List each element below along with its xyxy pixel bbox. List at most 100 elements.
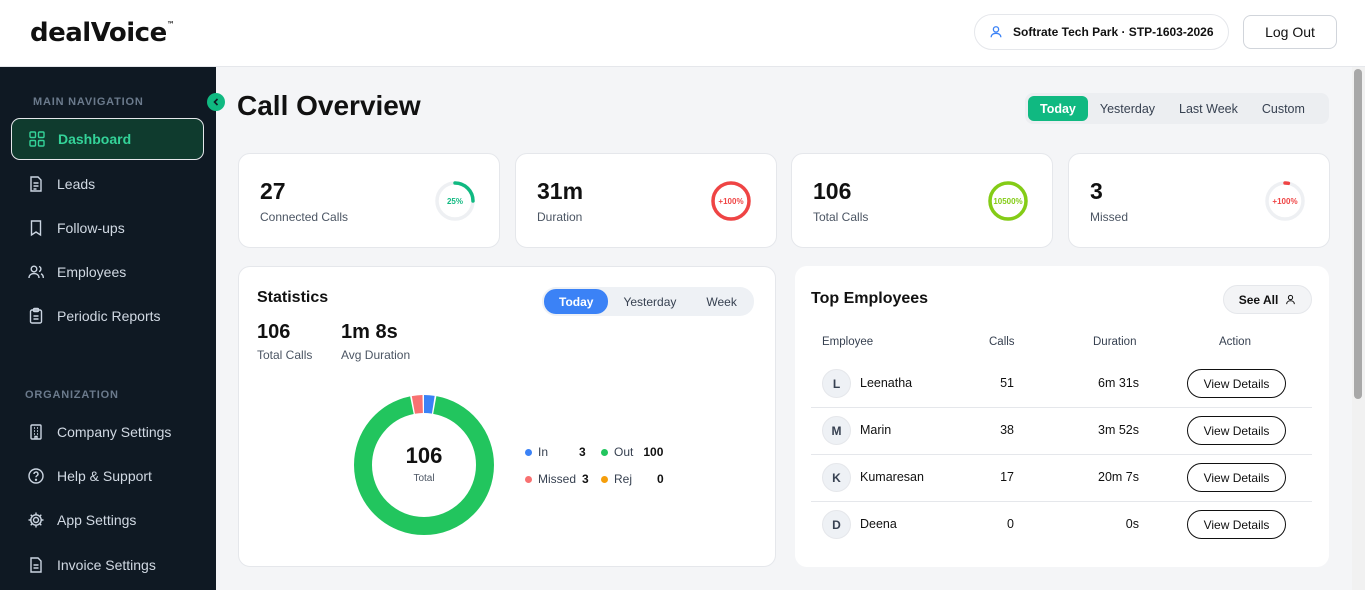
progress-ring: +100%	[1265, 181, 1305, 221]
sidebar-item-label: Invoice Settings	[57, 557, 156, 573]
see-all-button[interactable]: See All	[1223, 285, 1312, 314]
stat-value: 106	[813, 178, 852, 204]
stat-label: Duration	[537, 210, 583, 224]
stat-card-total-calls: 106 Total Calls 10500%	[791, 153, 1053, 248]
progress-ring: 25%	[435, 181, 475, 221]
statistics-tabs: Today Yesterday Week	[542, 287, 754, 316]
ring-label: +100%	[718, 197, 743, 206]
sidebar-item-employees[interactable]: Employees	[11, 251, 204, 293]
legend-out: Out 100	[601, 445, 663, 459]
donut-center-value: 106	[406, 443, 443, 468]
ring-progress	[1265, 181, 1305, 221]
legend-label: Missed	[538, 472, 577, 486]
building-icon	[27, 423, 45, 441]
employee-duration: 3m 52s	[1098, 423, 1139, 437]
organization-heading: ORGANIZATION	[25, 389, 119, 401]
sidebar-item-company-settings[interactable]: Company Settings	[11, 411, 204, 453]
clipboard-icon	[27, 307, 45, 325]
avatar: K	[822, 463, 851, 492]
sidebar-collapse-button[interactable]	[207, 93, 225, 111]
total-calls-label: Total Calls	[257, 348, 313, 362]
legend-rejected: Rej 0	[601, 472, 664, 486]
stat-label: Total Calls	[813, 210, 869, 224]
logout-button[interactable]: Log Out	[1243, 15, 1337, 49]
column-header-employee: Employee	[822, 336, 874, 348]
top-employees-title: Top Employees	[811, 290, 929, 307]
statistics-panel	[238, 266, 776, 567]
tab-stats-week[interactable]: Week	[706, 294, 737, 309]
stat-label: Missed	[1090, 210, 1129, 224]
help-icon	[27, 467, 45, 485]
user-icon	[990, 26, 1002, 38]
employee-name: Deena	[860, 517, 897, 531]
legend-dot	[601, 475, 608, 483]
stat-card-connected-calls: 27 Connected Calls 25%	[238, 153, 500, 248]
tab-stats-today[interactable]: Today	[544, 289, 609, 314]
legend-missed: Missed 3	[525, 472, 589, 486]
table-row: D Deena 0 0s View Details	[811, 502, 1312, 549]
sidebar-item-label: Help & Support	[57, 468, 152, 484]
employee-name: Leenatha	[860, 376, 913, 390]
ring-progress	[711, 181, 751, 221]
grid-icon	[28, 130, 46, 148]
app-logo[interactable]: dealVoice™	[30, 18, 175, 48]
tab-last-week[interactable]: Last Week	[1179, 101, 1238, 116]
legend-value: 0	[657, 472, 664, 486]
sidebar-item-dashboard[interactable]: Dashboard	[11, 118, 204, 160]
statistics-title: Statistics	[257, 289, 329, 306]
tab-yesterday[interactable]: Yesterday	[1099, 101, 1156, 116]
legend-dot	[525, 448, 532, 456]
sidebar-item-periodic-reports[interactable]: Periodic Reports	[11, 295, 204, 337]
table-row: K Kumaresan 17 20m 7s View Details	[811, 455, 1312, 502]
company-selector[interactable]: Softrate Tech Park · STP-1603-2026	[974, 14, 1229, 50]
donut-slice-out	[354, 395, 494, 535]
progress-ring: 10500%	[988, 181, 1028, 221]
sidebar-item-label: Periodic Reports	[57, 308, 161, 324]
bookmark-icon	[27, 219, 45, 237]
legend-value: 3	[582, 472, 589, 486]
legend-dot	[601, 448, 608, 456]
view-details-button[interactable]: View Details	[1187, 510, 1286, 539]
sidebar-item-label: Company Settings	[57, 424, 172, 440]
column-header-action: Action	[1219, 336, 1251, 348]
chevron-left-icon	[213, 98, 219, 106]
employee-name: Marin	[860, 423, 892, 437]
ring-label: 10500%	[993, 197, 1022, 206]
progress-ring: +100%	[711, 181, 751, 221]
see-all-label: See All	[1238, 292, 1279, 307]
legend-label: Rej	[614, 472, 633, 486]
scrollbar-thumb[interactable]	[1354, 69, 1362, 399]
view-details-button[interactable]: View Details	[1187, 416, 1286, 445]
legend-in: In 3	[525, 445, 586, 459]
table-row: L Leenatha 51 6m 31s View Details	[811, 361, 1312, 408]
legend-value: 3	[579, 445, 586, 459]
legend-value: 100	[643, 445, 664, 459]
legend-label: Out	[614, 445, 634, 459]
column-header-calls: Calls	[989, 336, 1015, 348]
view-details-button[interactable]: View Details	[1187, 369, 1286, 398]
ring-label: 25%	[447, 197, 463, 206]
vertical-scrollbar[interactable]	[1352, 67, 1365, 590]
employee-duration: 0s	[1125, 517, 1139, 531]
sidebar-item-leads[interactable]: Leads	[11, 163, 204, 205]
view-details-button[interactable]: View Details	[1187, 463, 1286, 492]
sidebar-item-label: Employees	[57, 264, 127, 280]
tab-custom[interactable]: Custom	[1261, 101, 1305, 116]
legend-dot	[525, 475, 532, 483]
avg-duration-value: 1m 8s	[341, 321, 398, 343]
sidebar-item-follow-ups[interactable]: Follow-ups	[11, 207, 204, 249]
company-name: Softrate Tech Park · STP-1603-2026	[1013, 25, 1214, 39]
sidebar-item-help-support[interactable]: Help & Support	[11, 455, 204, 497]
avatar: M	[822, 416, 851, 445]
stat-value: 27	[260, 178, 286, 204]
sidebar-item-app-settings[interactable]: App Settings	[11, 499, 204, 541]
legend-label: In	[538, 445, 549, 459]
tab-stats-yesterday[interactable]: Yesterday	[623, 294, 677, 309]
sidebar-item-invoice-settings[interactable]: Invoice Settings	[11, 544, 204, 586]
top-bar: dealVoice™ Softrate Tech Park · STP-1603…	[0, 0, 1365, 67]
sidebar-item-label: Dashboard	[58, 131, 132, 147]
avatar: L	[822, 369, 851, 398]
tab-today[interactable]: Today	[1028, 96, 1088, 121]
invoice-icon	[27, 556, 45, 574]
stat-value: 31m	[537, 178, 584, 204]
